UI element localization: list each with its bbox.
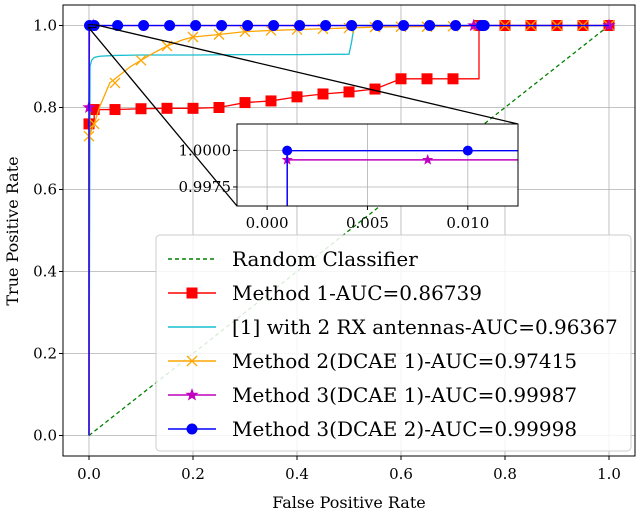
y-tick-label: 0.2 (33, 345, 57, 363)
y-tick-label: 0.0 (33, 427, 57, 445)
data-point-marker (138, 20, 150, 31)
legend-label: Method 2(DCAE 1)-AUC=0.97415 (232, 349, 577, 373)
zoom-connector-line (87, 26, 238, 207)
main-axis-ticks: 0.0 0.2 0.4 0.6 0.8 1.0 0.0 0.2 0.4 0.6 0.8 1.0 (33, 17, 621, 484)
data-point-marker (343, 86, 355, 98)
data-point-marker (216, 20, 228, 31)
inset-axes-frame (236, 123, 519, 207)
inset-plot-lines (281, 145, 518, 206)
inset-data-point-marker (422, 154, 434, 165)
legend-label: [1] with 2 RX antennas-AUC=0.96367 (232, 315, 618, 339)
data-point-marker (395, 73, 407, 85)
data-point-marker (239, 97, 251, 109)
x-tick-label: 0.6 (389, 465, 413, 483)
data-point-marker (161, 102, 173, 114)
inset-y-tick-label: 0.9975 (179, 178, 232, 196)
data-point-marker (213, 102, 225, 113)
data-point-marker (320, 20, 332, 31)
data-point-marker (372, 20, 384, 31)
legend-label: Method 3(DCAE 1)-AUC=0.99987 (232, 383, 577, 407)
series-method-3-dcae-2-auc-0-99998 (84, 20, 609, 436)
data-point-marker (190, 20, 202, 31)
inset-background (237, 124, 518, 206)
x-tick-label: 0.2 (181, 465, 205, 483)
data-point-marker (265, 95, 277, 107)
legend-entry: Method 1-AUC=0.86739 (168, 281, 482, 305)
y-tick-label: 0.8 (33, 99, 57, 117)
inset-data-point-marker (282, 145, 293, 156)
legend-marker-swatch (185, 388, 199, 401)
main-plot-lines (82, 18, 616, 437)
legend-entry: [1] with 2 RX antennas-AUC=0.96367 (168, 315, 618, 339)
data-point-marker (213, 29, 225, 40)
legend: Random Classifier Method 1-AUC=0.86739 [1]… (155, 234, 632, 452)
data-point-marker (447, 73, 459, 85)
data-point-marker (242, 20, 254, 31)
data-point-marker (135, 54, 147, 66)
legend-entry: Method 3(DCAE 2)-AUC=0.99998 (168, 417, 577, 441)
legend-box (155, 234, 632, 452)
series-line (88, 24, 610, 437)
data-point-marker (450, 20, 462, 31)
data-point-marker (421, 73, 433, 85)
inset-zoom-connectors (87, 24, 519, 207)
legend-label: Method 3(DCAE 2)-AUC=0.99998 (232, 417, 577, 441)
inset-x-tick-label: 0.000 (246, 214, 289, 232)
inset-series-method-3-dcae-2-auc-0-99998 (282, 145, 518, 206)
inset-axis-ticks: 0.000 0.005 0.010 0.9975 1.0000 (179, 141, 490, 232)
series-random-classifier (88, 24, 610, 437)
data-point-marker (268, 20, 280, 31)
legend-entry: Method 2(DCAE 1)-AUC=0.97415 (168, 349, 577, 373)
data-point-marker (88, 118, 100, 130)
data-point-marker (398, 20, 410, 31)
zoom-connector-line (95, 24, 519, 125)
data-point-marker (294, 20, 306, 31)
x-tick-label: 0.8 (493, 465, 517, 483)
x-tick-label: 0.0 (77, 465, 101, 483)
data-point-marker (135, 103, 147, 115)
data-point-marker (109, 77, 121, 89)
inset-y-tick-label: 1.0000 (179, 141, 232, 159)
data-point-marker (424, 20, 436, 31)
legend-entry: Method 3(DCAE 1)-AUC=0.99987 (168, 383, 577, 407)
data-point-marker (291, 91, 303, 103)
y-tick-label: 0.6 (33, 181, 57, 199)
data-point-marker (317, 88, 329, 100)
zoom-region-box (87, 24, 97, 29)
inset-x-tick-label: 0.005 (346, 214, 389, 232)
y-axis-label: True Positive Rate (3, 156, 22, 305)
legend-label: Random Classifier (232, 247, 418, 271)
inset-x-tick-label: 0.010 (446, 214, 489, 232)
legend-label: Method 1-AUC=0.86739 (232, 281, 482, 305)
data-point-marker (478, 20, 490, 31)
inset-data-point-marker (462, 145, 473, 156)
main-axes-frame (62, 4, 636, 457)
data-point-marker (346, 20, 358, 31)
data-point-marker (187, 31, 199, 43)
legend-marker-swatch (186, 423, 198, 435)
y-tick-label: 0.4 (33, 263, 57, 281)
x-axis-label: False Positive Rate (272, 493, 426, 512)
legend-marker-swatch (186, 355, 198, 367)
x-tick-label: 1.0 (597, 465, 621, 483)
legend-entry: Random Classifier (168, 247, 418, 271)
x-tick-label: 0.4 (285, 465, 309, 483)
data-point-marker (187, 102, 199, 114)
data-point-marker (164, 20, 176, 31)
y-tick-label: 1.0 (33, 17, 57, 35)
legend-marker-swatch (186, 287, 198, 299)
data-point-marker (109, 104, 121, 116)
